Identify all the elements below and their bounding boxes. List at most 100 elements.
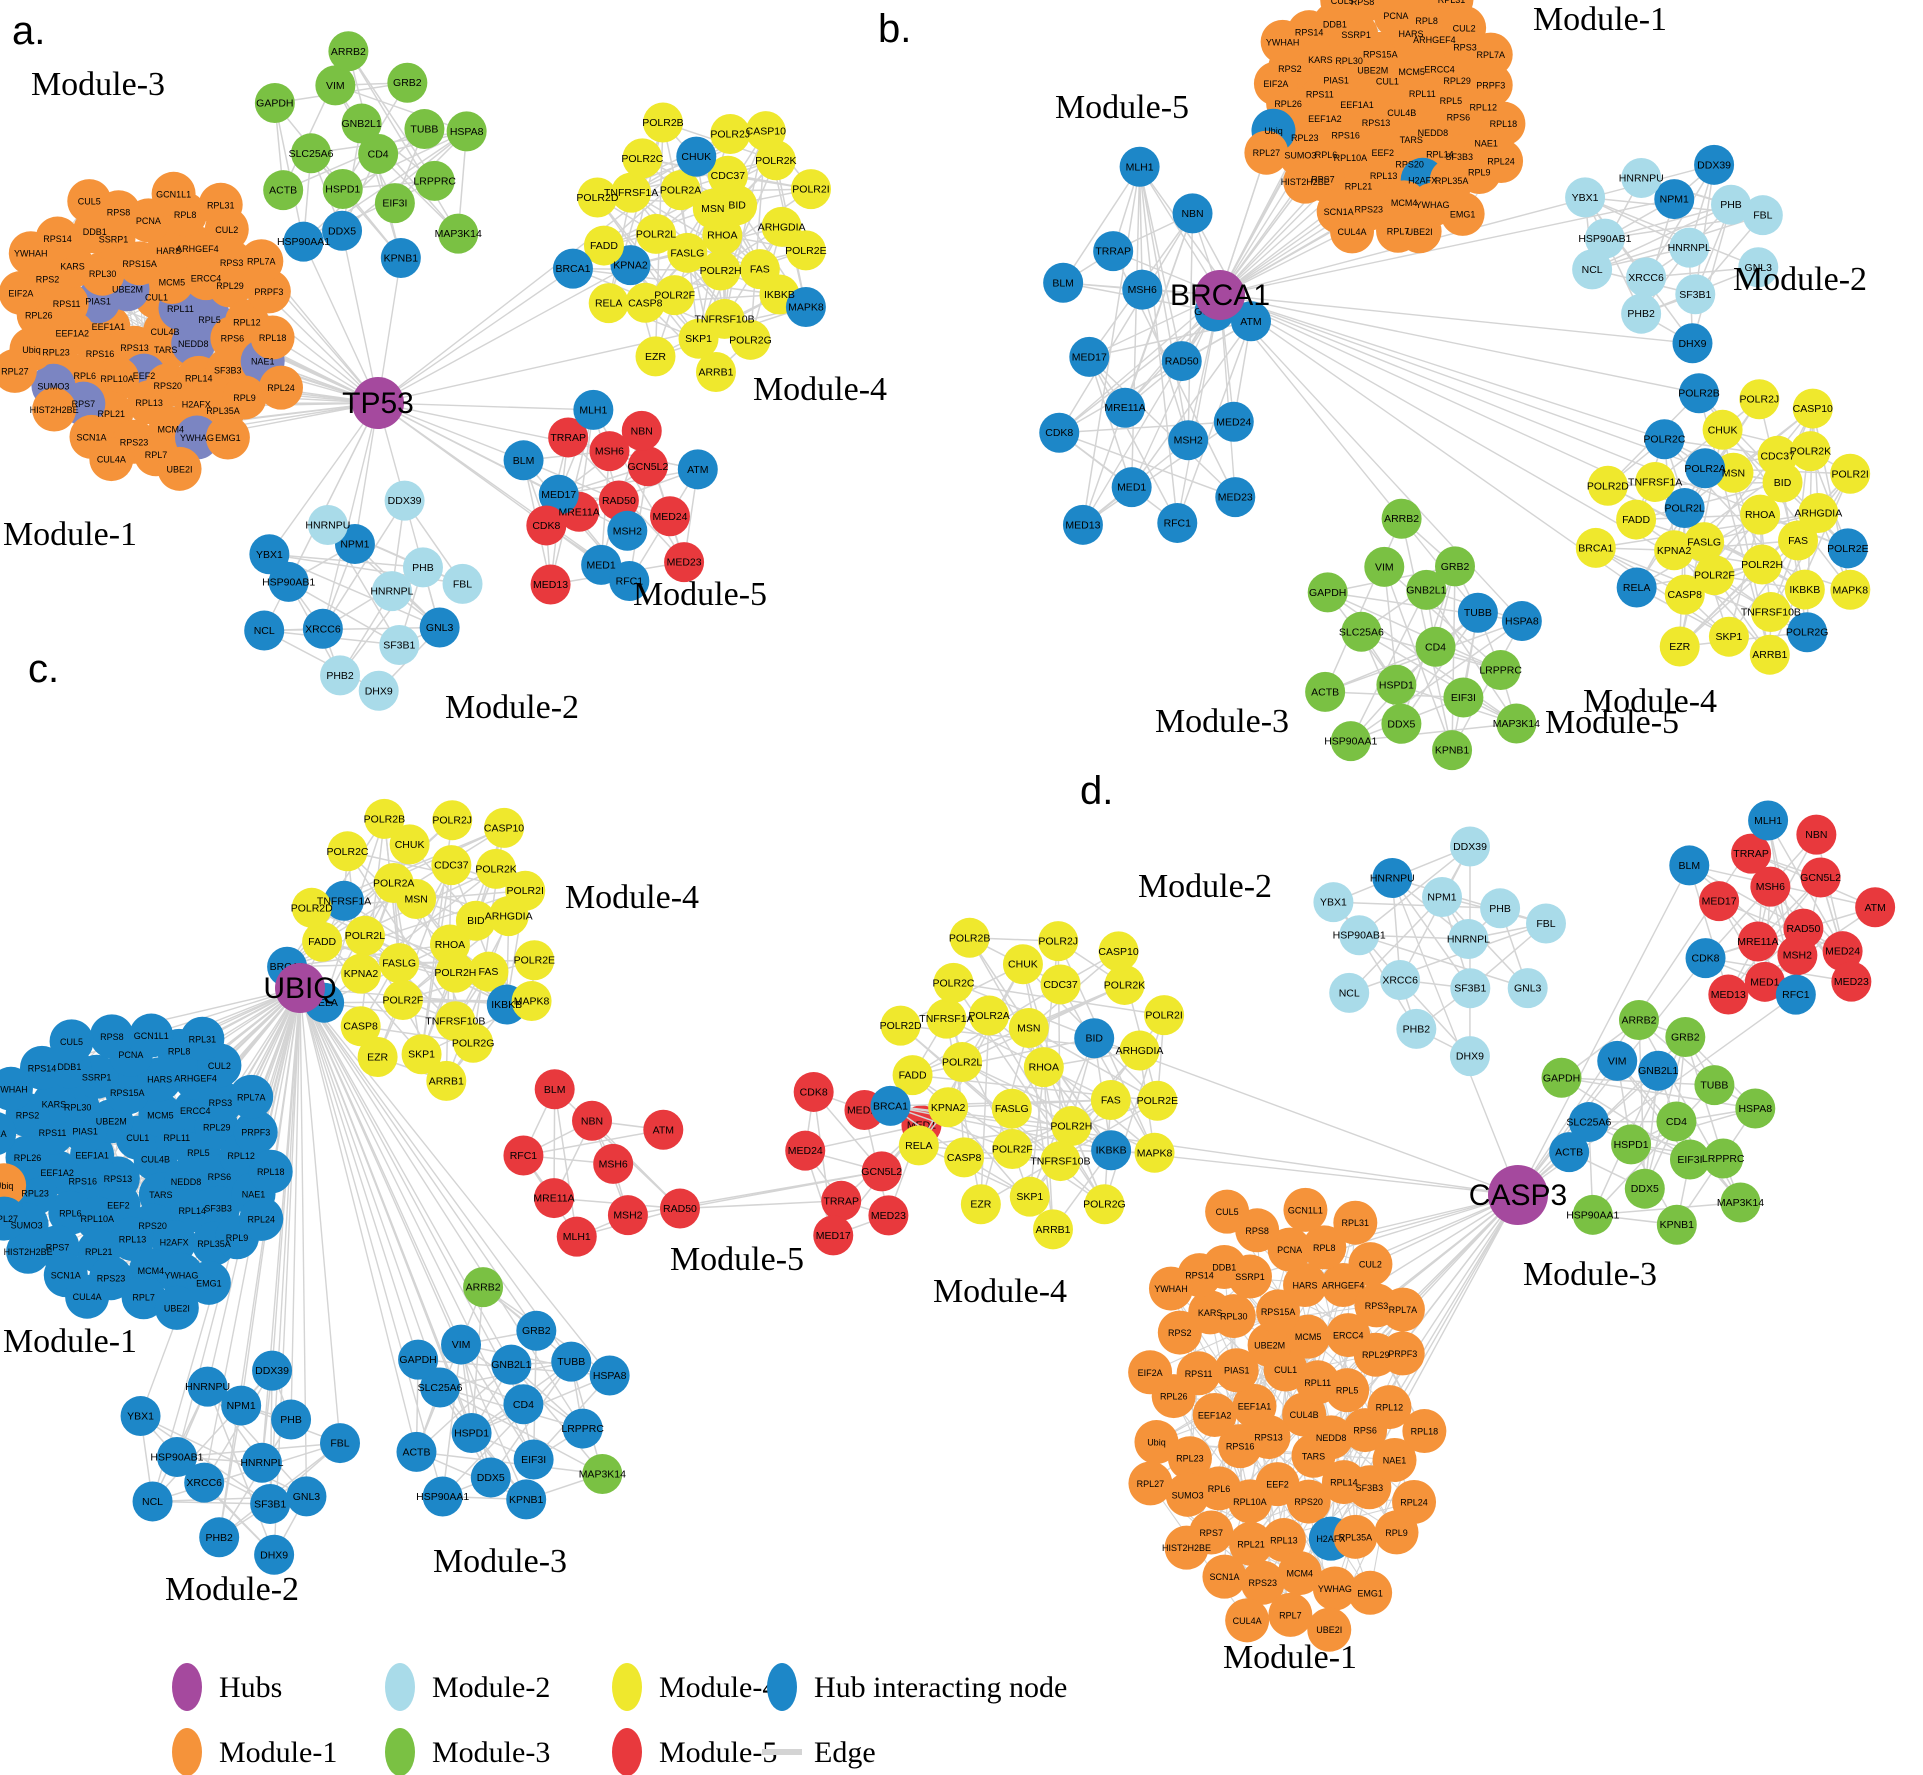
node-label-RPS23: RPS23 [120,437,149,447]
node-label-RPL21: RPL21 [85,1247,113,1257]
node-label-HIST2H2BE: HIST2H2BE [1281,177,1330,187]
node-CASP8 [1664,574,1705,615]
node-ACTB [263,170,304,211]
edge [1219,294,1665,440]
node-label-PIAS1: PIAS1 [1224,1366,1250,1376]
node-label-RELA: RELA [595,298,622,310]
node-ARRB2 [463,1267,504,1308]
edge [900,1025,1061,1162]
node-POLR2C [327,831,368,872]
node-PIAS1 [1214,1348,1259,1393]
node-POLR2G [1787,612,1828,653]
node-label-MED17: MED17 [1072,351,1107,363]
node-label-H2AFX: H2AFX [1316,1534,1345,1544]
node-BRCA1 [1575,527,1616,568]
node-label-RPS20: RPS20 [1294,1497,1323,1507]
legend-label: Hubs [219,1671,282,1704]
edge [268,402,379,555]
node-label-HNRNPU: HNRNPU [185,1381,230,1393]
node-label-YWHAH: YWHAH [1266,37,1300,47]
node-label-HARS: HARS [156,246,181,256]
node-POLR2I [790,169,831,210]
node-DDX39 [252,1350,293,1391]
node-HSPD1 [1376,664,1417,705]
node-label-LRPPRC: LRPPRC [1702,1153,1745,1165]
node-FBL [320,1423,361,1464]
node-label-CDC37: CDC37 [1043,979,1078,991]
node-DDX5 [322,210,363,251]
node-label-CUL5: CUL5 [60,1037,83,1047]
node-label-EIF3I: EIF3I [1451,692,1476,704]
node-label-RPS20: RPS20 [1395,159,1424,169]
node-DDX5 [470,1457,511,1498]
node-Ubiq [0,1163,27,1208]
node-label-BLM: BLM [513,455,535,467]
node-GCN1L1 [1283,1187,1328,1232]
node-label-RPS13: RPS13 [1362,118,1391,128]
node-CHUK [389,824,430,865]
node-POLR2L [1664,488,1705,529]
node-label-ATM: ATM [1240,316,1261,328]
node-MSH2 [607,510,648,551]
node-FBL [1525,903,1566,944]
node-POLR2H [1742,544,1783,585]
node-EMG1 [1348,1570,1393,1615]
node-label-RPL18: RPL18 [259,333,287,343]
node-label-HSP90AB1: HSP90AB1 [150,1452,203,1464]
node-label-POLR2F: POLR2F [654,290,695,302]
edge [679,1200,842,1210]
node-label-RPL30: RPL30 [1220,1312,1248,1322]
legend-label: Module-5 [659,1736,777,1769]
node-IKBKB [1784,569,1825,610]
node-label-POLR2F: POLR2F [992,1143,1033,1155]
node-label-RPL9: RPL9 [226,1233,249,1243]
node-RPS8 [89,1014,134,1059]
node-TRRAP [1731,833,1772,874]
edge [1517,865,1690,1196]
edge [299,987,611,1376]
node-label-RPS14: RPS14 [1295,28,1324,38]
node-label-POLR2K: POLR2K [475,863,516,875]
node-SF3B1 [1675,274,1716,315]
node-label-RPL10A: RPL10A [1334,153,1368,163]
node-VIM [315,65,356,106]
node-label-YBX1: YBX1 [1572,192,1599,204]
node-HIST2H2BE [6,1229,51,1274]
node-label-RPS13: RPS13 [1254,1433,1283,1443]
node-label-ARHGEF4: ARHGEF4 [1322,1280,1365,1290]
node-CUL4A [1225,1598,1270,1643]
node-label-RPL14: RPL14 [178,1206,206,1216]
node-label-CASP10: CASP10 [1098,946,1138,958]
node-NBN [621,410,662,451]
node-label-BRCA1: BRCA1 [555,263,590,275]
node-label-GRB2: GRB2 [1441,561,1470,573]
node-label-POLR2C: POLR2C [326,846,368,858]
node-label-Ubiq: Ubiq [1264,126,1283,136]
node-MED17 [813,1215,854,1256]
node-KPNB1 [380,237,421,278]
node-MED13 [530,564,571,605]
node-label-NBN: NBN [581,1115,603,1127]
node-label-HSPD1: HSPD1 [1614,1139,1649,1151]
edge [1391,877,1519,1196]
node-VIM [441,1324,482,1365]
node-label-MED1: MED1 [587,559,616,571]
node-PHB [1711,184,1752,225]
node-label-CUL1: CUL1 [1376,76,1399,86]
node-CUL4A [89,437,134,482]
node-POLR2D [880,1005,921,1046]
hub-label-BRCA1: BRCA1 [1170,279,1270,312]
node-label-RPS7: RPS7 [1311,175,1335,185]
legend-label: Module-3 [432,1736,550,1769]
node-label-EIF2A: EIF2A [8,288,33,298]
node-ATM [1855,887,1896,928]
node-SF3B1 [1450,968,1491,1009]
node-label-POLR2B: POLR2B [949,932,990,944]
node-label-HSP90AB1: HSP90AB1 [262,576,315,588]
node-label-CUL4B: CUL4B [1290,1410,1319,1420]
node-label-MCM4: MCM4 [158,424,185,434]
legend: Hubs Module-1 Module-2 Module-3 Module-4 Modu… [172,1663,1067,1775]
node-label-RPS7: RPS7 [72,399,96,409]
node-RPL24 [258,365,303,410]
node-label-MRE11A: MRE11A [1737,936,1778,948]
